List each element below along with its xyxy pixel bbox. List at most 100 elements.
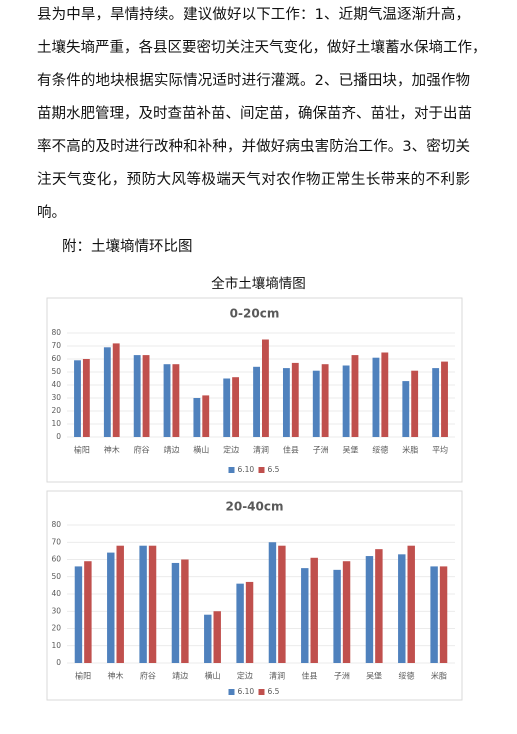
x-tick-label: 府谷 <box>140 671 156 681</box>
bar <box>245 581 254 663</box>
bar <box>407 545 415 663</box>
bar <box>103 347 111 437</box>
y-tick-label: 10 <box>51 641 61 650</box>
legend-swatch <box>258 689 265 695</box>
bar <box>74 360 81 437</box>
text-line: 县为中旱，旱情持续。建议做好以下工作：1、近期气温逐渐升高， <box>37 7 470 23</box>
y-tick-label: 70 <box>51 537 61 546</box>
chart-frame <box>46 490 463 701</box>
text-line: 苗期水肥管理，及时查苗补苗、间定苗，确保苗齐、苗壮，对于出苗 <box>37 106 472 122</box>
bar <box>236 583 244 663</box>
x-tick-label: 府谷 <box>134 445 150 455</box>
x-tick-label: 榆阳 <box>74 445 90 455</box>
x-tick-label: 清涧 <box>253 445 269 455</box>
x-tick-label: 靖边 <box>172 671 188 681</box>
bar <box>375 549 383 663</box>
x-tick-label: 米脂 <box>402 445 418 455</box>
legend-label: 6.5 <box>268 687 280 696</box>
bar <box>278 545 286 663</box>
bar <box>365 556 374 663</box>
bar <box>441 361 448 437</box>
bar <box>381 352 389 437</box>
x-tick-label: 定边 <box>223 445 239 455</box>
bar <box>133 355 141 437</box>
x-tick-label: 清涧 <box>269 671 285 681</box>
x-tick-label: 子洲 <box>313 446 329 455</box>
x-tick-label: 佳县 <box>283 445 299 455</box>
bar <box>411 370 419 437</box>
bar <box>321 364 329 437</box>
bar <box>398 554 406 663</box>
bar <box>253 366 260 437</box>
y-tick-label: 80 <box>51 520 61 529</box>
bar <box>342 365 350 437</box>
bar <box>84 561 92 663</box>
bar <box>333 569 341 663</box>
bar <box>310 557 318 663</box>
bar <box>116 545 124 663</box>
text-line: 有条件的地块根据实际情况适时进行灌溉。2、已播田块，加强作物 <box>37 73 470 89</box>
legend-swatch <box>258 467 265 473</box>
bar <box>232 377 240 437</box>
y-tick-label: 20 <box>51 624 61 633</box>
bar <box>223 378 231 437</box>
x-tick-label: 定边 <box>237 671 253 681</box>
y-tick-label: 20 <box>51 406 61 415</box>
appendix-label: 附：土壤墒情环比图 <box>62 239 193 255</box>
bar <box>107 552 115 663</box>
y-tick-label: 10 <box>51 419 61 428</box>
bar <box>204 614 212 663</box>
bar <box>213 611 221 663</box>
y-tick-label: 80 <box>51 328 61 337</box>
bar <box>82 359 90 437</box>
legend-label: 6.10 <box>238 465 255 474</box>
bar <box>342 561 351 663</box>
bar <box>148 545 157 663</box>
bar <box>372 357 380 437</box>
bar <box>291 362 299 437</box>
bar <box>181 559 189 663</box>
x-tick-label: 绥德 <box>399 671 415 681</box>
x-tick-label: 平均 <box>432 445 448 455</box>
x-tick-label: 神木 <box>104 445 120 455</box>
bar <box>432 368 440 437</box>
bar <box>430 566 438 663</box>
legend-label: 6.5 <box>268 465 280 474</box>
bar <box>142 355 150 437</box>
bar <box>301 568 309 663</box>
bar <box>139 545 147 663</box>
bar <box>402 381 410 437</box>
y-tick-label: 30 <box>51 606 61 615</box>
text-line: 响。 <box>37 205 66 221</box>
bar <box>262 339 269 437</box>
bar <box>268 542 277 663</box>
bar <box>171 562 180 663</box>
chart-title: 20-40cm <box>226 500 284 514</box>
bar <box>74 566 83 663</box>
legend-swatch <box>228 689 235 695</box>
y-tick-label: 0 <box>56 432 61 441</box>
x-tick-label: 吴堡 <box>343 445 359 455</box>
bar <box>439 566 448 663</box>
bar <box>312 370 320 437</box>
y-tick-label: 60 <box>51 555 61 564</box>
bar <box>172 364 180 437</box>
y-tick-label: 30 <box>51 393 61 402</box>
x-tick-label: 绥德 <box>372 445 388 455</box>
bar <box>351 355 359 437</box>
y-tick-label: 50 <box>51 572 61 581</box>
x-tick-label: 子洲 <box>334 672 350 681</box>
x-tick-label: 佳县 <box>302 671 318 681</box>
x-tick-label: 吴堡 <box>366 671 382 681</box>
bar <box>202 395 210 437</box>
x-tick-label: 榆阳 <box>75 671 91 681</box>
bar <box>282 368 290 437</box>
x-tick-label: 靖边 <box>163 445 179 455</box>
y-tick-label: 40 <box>51 589 61 598</box>
bar <box>112 343 120 437</box>
y-tick-label: 40 <box>51 380 61 389</box>
bar <box>163 364 171 437</box>
y-tick-label: 0 <box>56 658 61 667</box>
